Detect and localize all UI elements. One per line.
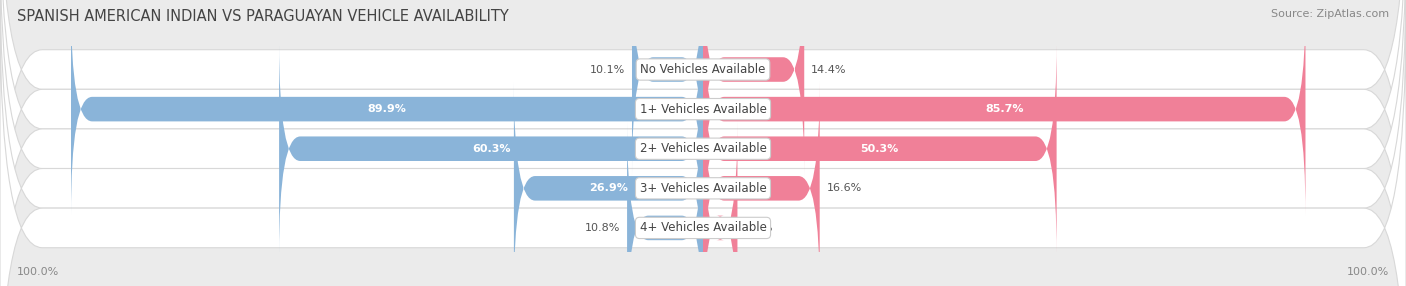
Text: 2+ Vehicles Available: 2+ Vehicles Available: [640, 142, 766, 155]
FancyBboxPatch shape: [703, 82, 820, 286]
Text: No Vehicles Available: No Vehicles Available: [640, 63, 766, 76]
Text: 14.4%: 14.4%: [811, 65, 846, 75]
FancyBboxPatch shape: [703, 3, 1305, 216]
FancyBboxPatch shape: [703, 121, 738, 286]
Text: 3+ Vehicles Available: 3+ Vehicles Available: [640, 182, 766, 195]
FancyBboxPatch shape: [633, 0, 703, 176]
FancyBboxPatch shape: [703, 42, 1057, 255]
FancyBboxPatch shape: [703, 0, 804, 176]
Text: SPANISH AMERICAN INDIAN VS PARAGUAYAN VEHICLE AVAILABILITY: SPANISH AMERICAN INDIAN VS PARAGUAYAN VE…: [17, 9, 509, 23]
Text: 1+ Vehicles Available: 1+ Vehicles Available: [640, 103, 766, 116]
Text: 60.3%: 60.3%: [472, 144, 510, 154]
Text: 4+ Vehicles Available: 4+ Vehicles Available: [640, 221, 766, 235]
FancyBboxPatch shape: [627, 121, 703, 286]
Text: 16.6%: 16.6%: [827, 183, 862, 193]
Text: 100.0%: 100.0%: [17, 267, 59, 277]
Text: 4.9%: 4.9%: [745, 223, 773, 233]
FancyBboxPatch shape: [515, 82, 703, 286]
Text: 10.8%: 10.8%: [585, 223, 620, 233]
Text: 10.1%: 10.1%: [589, 65, 624, 75]
FancyBboxPatch shape: [278, 42, 703, 255]
Text: 100.0%: 100.0%: [1347, 267, 1389, 277]
Text: 26.9%: 26.9%: [589, 183, 628, 193]
FancyBboxPatch shape: [70, 3, 703, 216]
Text: 85.7%: 85.7%: [986, 104, 1024, 114]
FancyBboxPatch shape: [0, 10, 1406, 286]
Text: 89.9%: 89.9%: [367, 104, 406, 114]
Text: 50.3%: 50.3%: [860, 144, 898, 154]
Text: Source: ZipAtlas.com: Source: ZipAtlas.com: [1271, 9, 1389, 19]
